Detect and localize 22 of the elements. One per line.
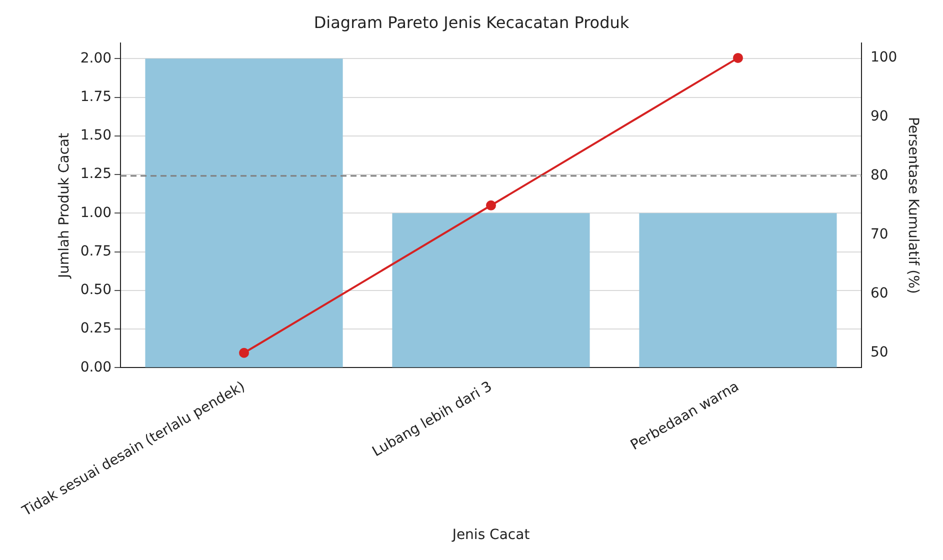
y2-tick-label: 70 bbox=[870, 226, 888, 243]
y-tick-label: 0.25 bbox=[80, 320, 112, 337]
y-tick-label: 0.00 bbox=[80, 359, 112, 376]
point bbox=[486, 200, 496, 210]
y2-tick-label: 50 bbox=[870, 344, 888, 361]
x-axis-title: Jenis Cacat bbox=[451, 527, 530, 544]
point bbox=[239, 348, 250, 358]
y2-tick-label: 90 bbox=[870, 108, 888, 125]
y2-axis-title: Persentase Kumulatif (%) bbox=[904, 116, 921, 294]
point bbox=[732, 52, 743, 63]
y2-tick-label: 60 bbox=[870, 286, 888, 302]
y-tick-label: 0.75 bbox=[80, 243, 112, 260]
y-axis-title: Jumlah Produk Cacat bbox=[56, 132, 73, 279]
y-tick-label: 1.75 bbox=[80, 88, 112, 105]
y-tick-label: 1.50 bbox=[80, 128, 112, 144]
y2-tick-label: 100 bbox=[870, 50, 898, 66]
y-tick-label: 2.00 bbox=[80, 50, 112, 66]
y2-tick-label: 80 bbox=[870, 168, 888, 184]
chart-title: Diagram Pareto Jenis Kecacatan Produk bbox=[314, 12, 630, 32]
y-tick-label: 0.50 bbox=[80, 282, 112, 298]
y-tick-label: 1.00 bbox=[80, 204, 112, 221]
y-tick-label: 1.25 bbox=[80, 166, 112, 182]
